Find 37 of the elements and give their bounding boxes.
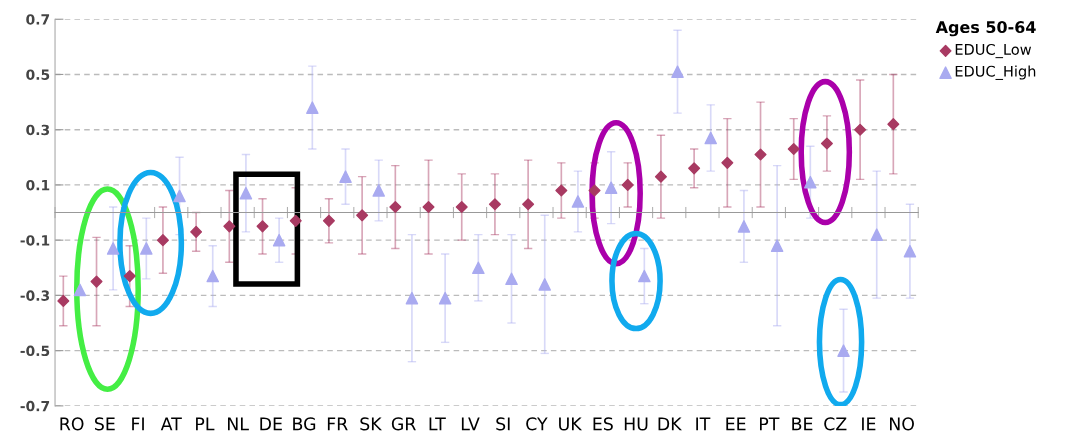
- x-tick-label: ES: [593, 417, 613, 431]
- y-tick-label: 0.3: [26, 124, 50, 136]
- y-tick-label: -0.5: [20, 345, 50, 357]
- y-tick-label: -0.3: [20, 290, 50, 301]
- x-tick-label: AT: [160, 417, 182, 431]
- x-tick-label: SK: [360, 417, 382, 431]
- x-tick-label: NO: [890, 417, 914, 431]
- legend-title: Ages 50-64: [935, 21, 1036, 37]
- x-tick-label: CY: [526, 417, 548, 431]
- x-tick-label: RO: [60, 417, 84, 431]
- x-tick-label: DK: [658, 417, 682, 431]
- legend-label: EDUC_Low: [955, 43, 1032, 59]
- x-tick-label: LV: [461, 417, 480, 431]
- y-tick-label: 0.1: [26, 179, 50, 191]
- y-tick-label: 0.7: [26, 14, 50, 25]
- x-tick-label: LT: [429, 417, 446, 431]
- x-tick-label: NL: [228, 417, 249, 431]
- x-tick-label: GR: [391, 417, 416, 431]
- x-tick-label: IE: [862, 417, 876, 431]
- x-tick-label: HU: [624, 417, 648, 431]
- x-tick-label: SE: [94, 417, 115, 431]
- x-tick-label: FI: [132, 417, 144, 431]
- x-tick-label: PL: [196, 417, 215, 431]
- x-tick-label: EE: [726, 417, 746, 431]
- x-tick-label: DE: [260, 417, 282, 431]
- legend-label: EDUC_High: [955, 65, 1036, 80]
- y-tick-label: -0.1: [20, 235, 50, 246]
- y-tick-label: 0.5: [26, 69, 50, 80]
- x-tick-label: IT: [696, 417, 711, 431]
- x-tick-label: PT: [760, 417, 780, 431]
- x-tick-label: UK: [559, 417, 583, 431]
- x-tick-label: BG: [293, 417, 316, 431]
- y-tick-label: -0.7: [20, 400, 50, 412]
- x-tick-label: BE: [792, 417, 813, 431]
- x-tick-label: FR: [327, 417, 348, 431]
- x-tick-label: SI: [496, 417, 510, 431]
- x-tick-label: CZ: [824, 417, 847, 431]
